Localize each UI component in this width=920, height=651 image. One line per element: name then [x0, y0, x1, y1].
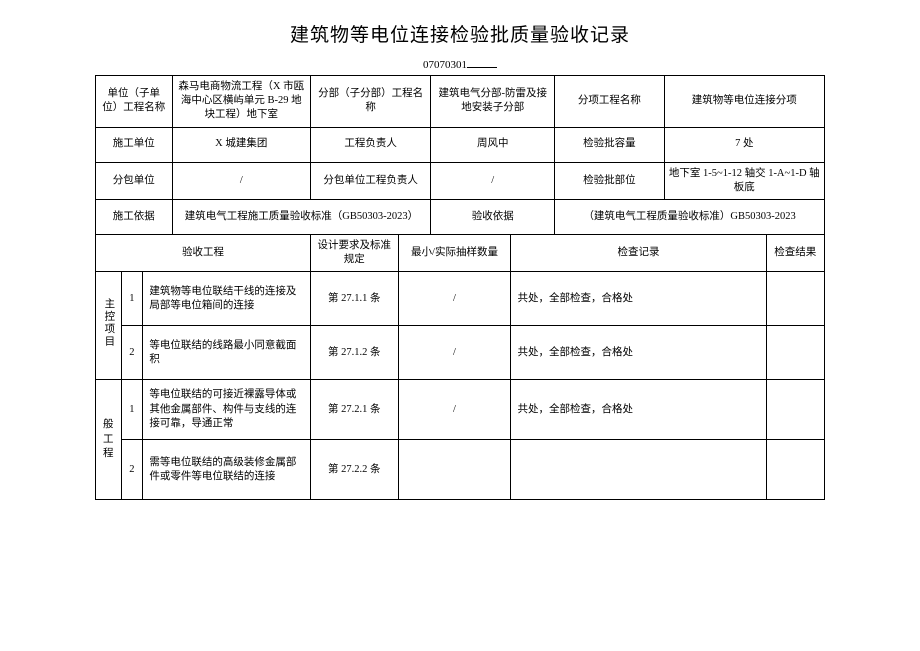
master-item1-desc: 建筑物等电位联结干线的连接及局部等电位箱间的连接 — [143, 272, 311, 326]
val-batch-location: 地下室 1-5~1-12 轴交 1-A~1-D 轴板底 — [664, 162, 824, 199]
group-master-text: 主控项目 — [101, 298, 115, 348]
general-item2-no: 2 — [121, 440, 143, 500]
doc-title: 建筑物等电位连接检验批质量验收记录 — [95, 20, 825, 47]
label-item-project: 分项工程名称 — [555, 76, 664, 128]
doc-number-text: 07070301 — [423, 59, 467, 71]
val-sub-project: 建筑电气分部-防雷及接地安装子分部 — [431, 76, 555, 128]
general-item1-no: 1 — [121, 380, 143, 440]
general-item2-sample — [398, 440, 511, 500]
val-item-project: 建筑物等电位连接分项 — [664, 76, 824, 128]
general-item2-std: 第 27.2.2 条 — [311, 440, 398, 500]
group-general-label: 般工程 — [96, 380, 122, 500]
val-unit-project: 森马电商物流工程（X 市瓯海中心区横屿单元 B-29 地块工程）地下室 — [172, 76, 311, 128]
master-item2-record: 共处，全部检查，合格处 — [511, 326, 766, 380]
val-acceptance-basis: （建筑电气工程质量验收标准）GB50303-2023 — [555, 199, 825, 234]
group-master-label: 主控项目 — [96, 272, 122, 380]
master-item2-result — [766, 326, 824, 380]
val-project-leader: 周风中 — [431, 127, 555, 162]
master-item1-record: 共处，全部检查，合格处 — [511, 272, 766, 326]
doc-number-underline — [467, 67, 497, 68]
header-acceptance-project: 验收工程 — [96, 234, 311, 271]
header-sample-qty: 最小/实际抽样数量 — [398, 234, 511, 271]
label-sub-project: 分部（子分部）工程名称 — [311, 76, 431, 128]
general-item2-desc: 需等电位联结的高级装修金属部件或零件等电位联结的连接 — [143, 440, 311, 500]
label-construction-basis: 施工依据 — [96, 199, 173, 234]
master-item1-no: 1 — [121, 272, 143, 326]
val-construction-basis: 建筑电气工程施工质量验收标准（GB50303-2023） — [172, 199, 431, 234]
val-subcontractor: / — [172, 162, 311, 199]
record-table: 单位（子单位）工程名称 森马电商物流工程（X 市瓯海中心区横屿单元 B-29 地… — [95, 75, 825, 500]
general-item1-record: 共处，全部检查，合格处 — [511, 380, 766, 440]
val-subcontractor-leader: / — [431, 162, 555, 199]
general-item1-desc: 等电位联结的可接近裸露导体或其他金属部件、构件与支线的连接可靠，导通正常 — [143, 380, 311, 440]
label-project-leader: 工程负责人 — [311, 127, 431, 162]
general-item2-result — [766, 440, 824, 500]
general-item1-std: 第 27.2.1 条 — [311, 380, 398, 440]
val-batch-capacity: 7 处 — [664, 127, 824, 162]
master-item1-sample: / — [398, 272, 511, 326]
label-batch-capacity: 检验批容量 — [555, 127, 664, 162]
label-subcontractor: 分包单位 — [96, 162, 173, 199]
label-unit-project: 单位（子单位）工程名称 — [96, 76, 173, 128]
general-item1-result — [766, 380, 824, 440]
doc-number: 07070301 — [95, 59, 825, 71]
label-construction-unit: 施工单位 — [96, 127, 173, 162]
master-item2-no: 2 — [121, 326, 143, 380]
general-item2-record — [511, 440, 766, 500]
header-inspection-record: 检查记录 — [511, 234, 766, 271]
master-item1-result — [766, 272, 824, 326]
header-design-req: 设计要求及标准规定 — [311, 234, 398, 271]
header-inspection-result: 检查结果 — [766, 234, 824, 271]
group-general-text: 般工程 — [103, 419, 114, 458]
master-item2-std: 第 27.1.2 条 — [311, 326, 398, 380]
val-construction-unit: X 城建集团 — [172, 127, 311, 162]
general-item1-sample: / — [398, 380, 511, 440]
label-batch-location: 检验批部位 — [555, 162, 664, 199]
label-subcontractor-leader: 分包单位工程负责人 — [311, 162, 431, 199]
master-item1-std: 第 27.1.1 条 — [311, 272, 398, 326]
master-item2-desc: 等电位联结的线路最小同意截面积 — [143, 326, 311, 380]
label-acceptance-basis: 验收依据 — [431, 199, 555, 234]
master-item2-sample: / — [398, 326, 511, 380]
